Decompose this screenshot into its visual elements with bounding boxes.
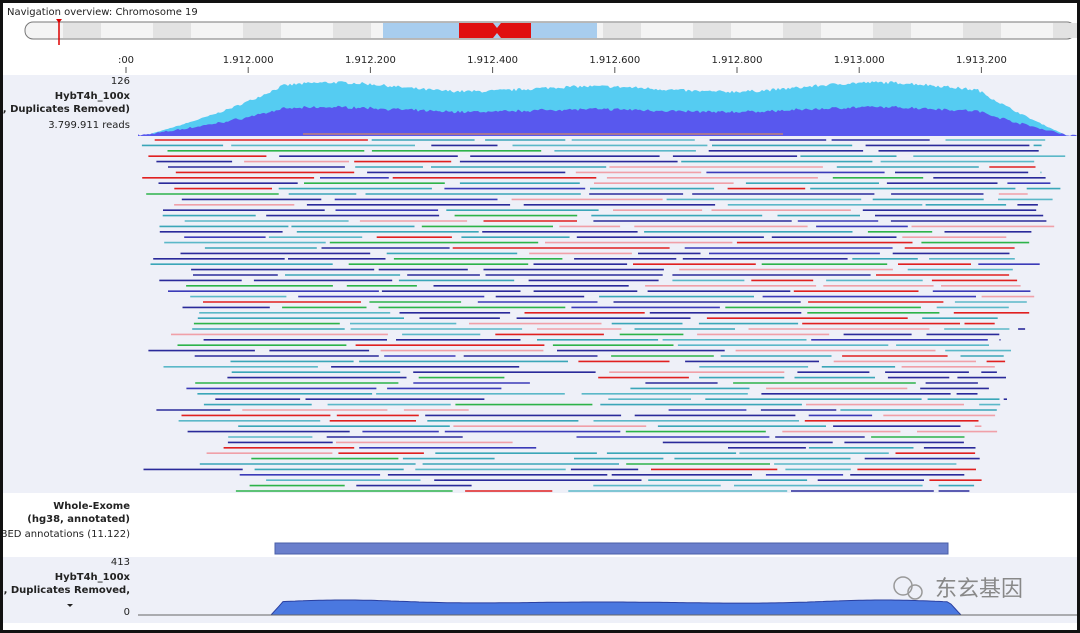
track-info: 3.799.911 reads xyxy=(48,120,130,131)
band xyxy=(333,23,371,38)
band xyxy=(63,23,101,38)
track-info: BED annotations (11.122) xyxy=(3,529,130,540)
coverage-inner xyxy=(138,105,1077,136)
band xyxy=(873,23,911,38)
band xyxy=(693,23,731,38)
position-marker xyxy=(56,19,62,23)
band xyxy=(243,23,281,38)
track-max: 413 xyxy=(111,557,130,568)
chromosome-ideogram[interactable] xyxy=(24,19,1077,45)
track-name: HybT4h_100x(Reads, Duplicates Removed) xyxy=(3,91,131,115)
track-name: Whole-Exome (hg38, annotated) xyxy=(27,501,130,525)
ruler-label: 1.912.200 xyxy=(345,55,396,66)
track-max: 126 xyxy=(111,76,130,87)
centromere xyxy=(459,23,531,38)
ruler-label: :00 xyxy=(118,55,134,66)
ruler-label: 1.912.800 xyxy=(712,55,763,66)
band xyxy=(1053,23,1077,38)
ruler-label: 1.913.200 xyxy=(956,55,1007,66)
track-name: HybT4h_100x(Reads, Duplicates Removed, xyxy=(3,572,131,596)
nav-title: Navigation overview: Chromosome 19 xyxy=(7,7,198,18)
coverage xyxy=(138,81,1077,136)
reads-track-bg xyxy=(3,75,1077,493)
band xyxy=(153,23,191,38)
coverage-area xyxy=(269,599,963,616)
ruler: :00 1.912.000 1.912.200 1.912.400 1.912.600 1… xyxy=(118,55,1007,73)
band xyxy=(603,23,641,38)
watermark: 东玄基因 xyxy=(935,577,1023,602)
browser-canvas: Navigation overview: Chromosome 19 :00 1.… xyxy=(3,7,1077,623)
band xyxy=(783,23,821,38)
reads xyxy=(141,139,1066,492)
wechat-icon xyxy=(907,584,923,600)
ruler-label: 1.912.000 xyxy=(223,55,274,66)
track-min: 0 xyxy=(124,607,130,618)
dropdown-arrow[interactable] xyxy=(67,604,73,607)
ruler-label: 1.912.600 xyxy=(589,55,640,66)
band xyxy=(963,23,1001,38)
bed-annotation[interactable] xyxy=(274,542,949,555)
ruler-label: 1.912.400 xyxy=(467,55,518,66)
ruler-label: 1.913.000 xyxy=(834,55,885,66)
mismatch-band xyxy=(303,133,783,135)
